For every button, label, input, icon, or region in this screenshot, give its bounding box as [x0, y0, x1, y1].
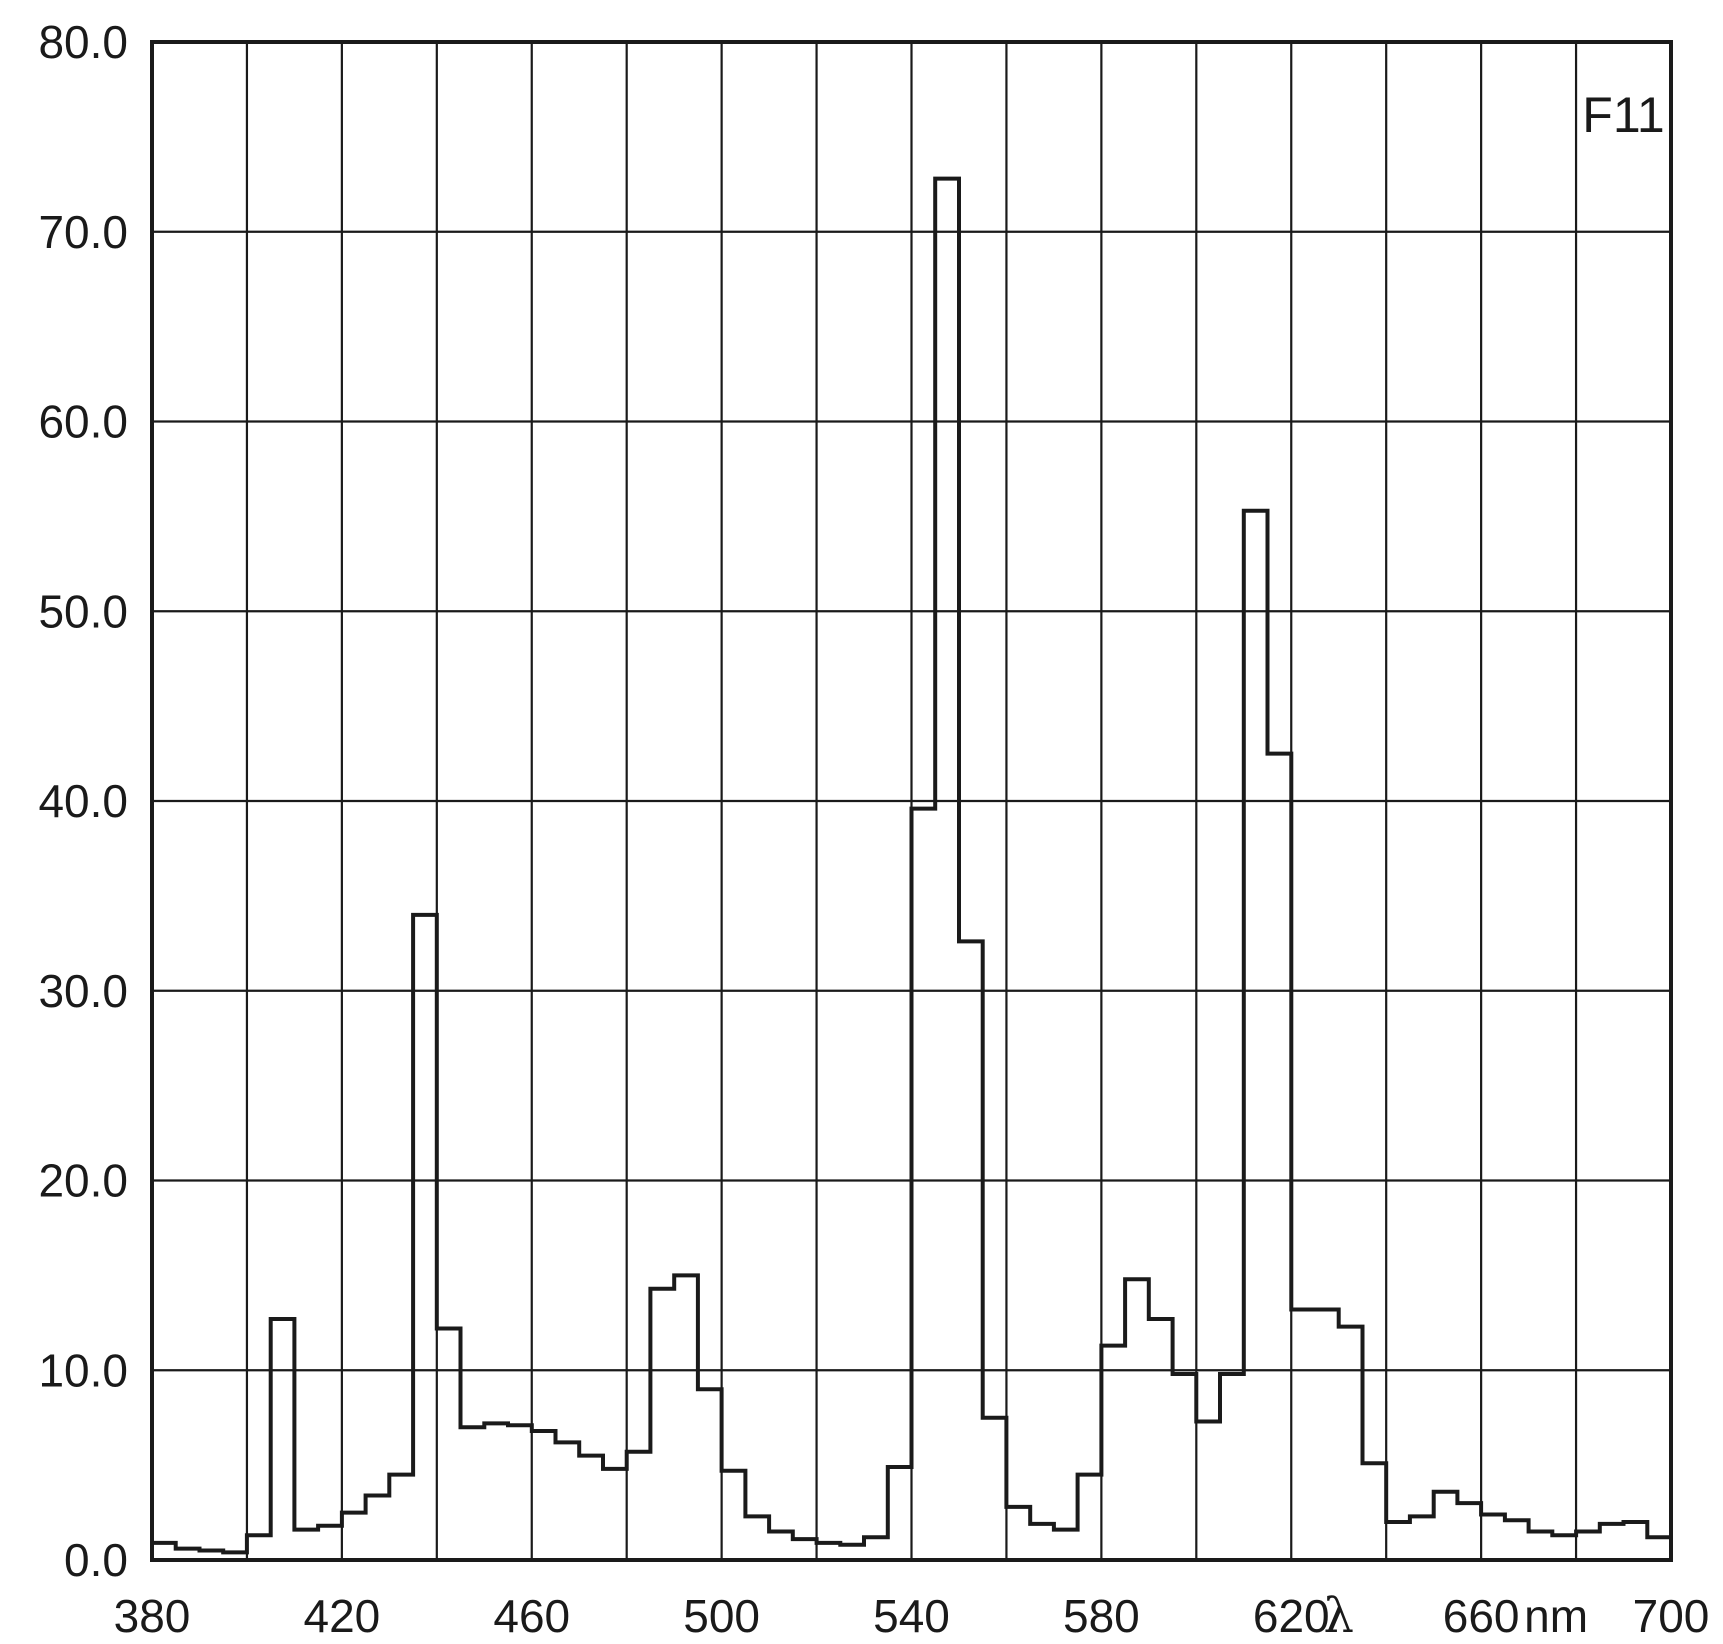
y-tick-label: 80.0	[38, 16, 128, 68]
x-tick-label: 700	[1633, 1590, 1710, 1642]
y-axis-tick-labels: 0.0 10.0 20.0 30.0 40.0 50.0 60.0 70.0 80.0	[38, 16, 128, 1586]
y-tick-label: 40.0	[38, 775, 128, 827]
x-tick-label: 460	[493, 1590, 570, 1642]
y-tick-label: 0.0	[64, 1534, 128, 1586]
x-tick-label: 620	[1253, 1590, 1330, 1642]
x-axis-unit: nm	[1524, 1590, 1588, 1642]
y-tick-label: 60.0	[38, 396, 128, 448]
x-tick-label: 540	[873, 1590, 950, 1642]
y-tick-label: 10.0	[38, 1344, 128, 1396]
y-tick-label: 20.0	[38, 1155, 128, 1207]
x-tick-label: 420	[304, 1590, 381, 1642]
panel-label: F11	[1582, 87, 1664, 143]
spectral-power-step-line	[152, 176, 1671, 1555]
plot-frame	[150, 40, 1673, 1562]
x-axis-symbol: λ	[1324, 1588, 1354, 1644]
y-tick-label: 70.0	[38, 206, 128, 258]
x-tick-label: 580	[1063, 1590, 1140, 1642]
x-tick-label: 380	[114, 1590, 191, 1642]
x-tick-label: 500	[683, 1590, 760, 1642]
x-axis-tick-labels: 380 420 460 500 540 580 620 660 700	[114, 1590, 1710, 1642]
series-layer	[152, 176, 1671, 1555]
y-tick-label: 50.0	[38, 585, 128, 637]
x-tick-label: 660	[1443, 1590, 1520, 1642]
y-tick-label: 30.0	[38, 965, 128, 1017]
